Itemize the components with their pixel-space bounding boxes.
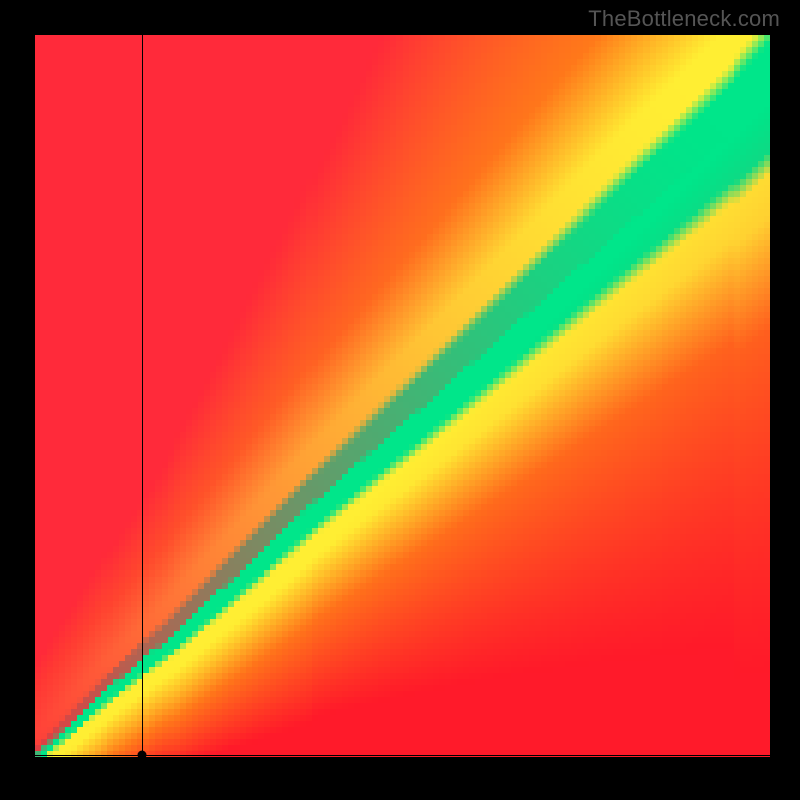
heatmap-canvas [35,35,770,757]
heatmap-region [35,35,770,757]
crosshair-vertical [142,35,143,757]
watermark-text: TheBottleneck.com [588,6,780,32]
crosshair-dot [138,751,147,758]
